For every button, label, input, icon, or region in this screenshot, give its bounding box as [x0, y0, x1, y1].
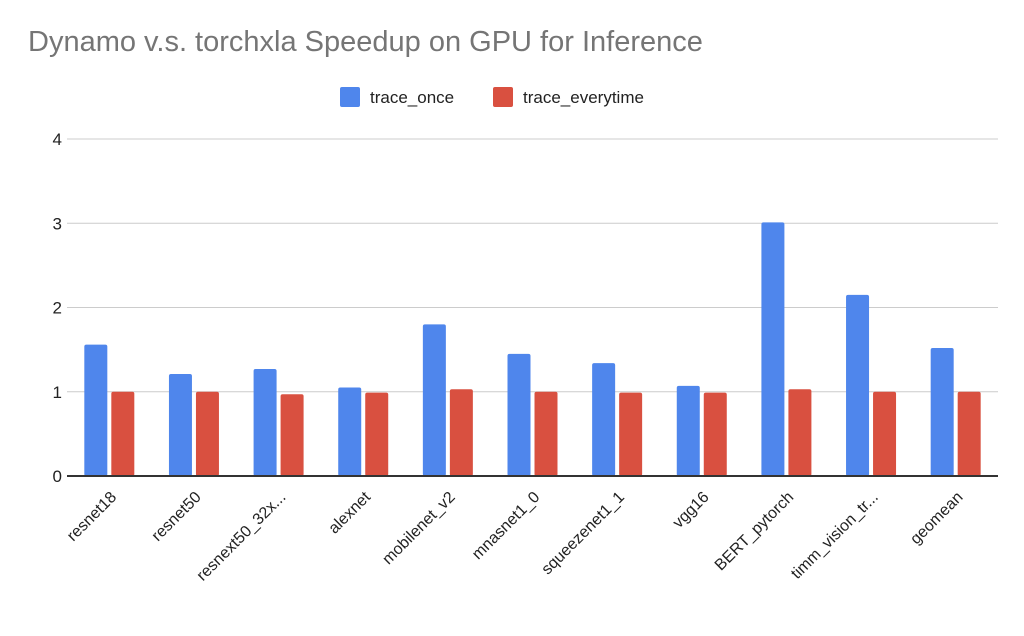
chart-title: Dynamo v.s. torchxla Speedup on GPU for … [28, 26, 703, 58]
bar-trace_everytime [788, 389, 812, 476]
y-tick-label: 1 [53, 383, 62, 402]
legend-label-trace_everytime: trace_everytime [523, 88, 644, 107]
x-tick-label: mobilenet_v2 [379, 489, 458, 568]
x-tick-label: squeezenet1_1 [539, 489, 628, 578]
x-tick-label: alexnet [326, 488, 375, 537]
bar-trace_everytime [365, 392, 389, 476]
bar-trace_everytime [449, 389, 473, 476]
bar-trace_once [338, 387, 362, 476]
x-tick-label: resnet18 [64, 489, 120, 545]
bar-trace_once [422, 324, 446, 476]
bar-trace_everytime [534, 391, 558, 476]
bar-trace_once [168, 374, 192, 476]
legend-swatch-trace_everytime [493, 87, 513, 107]
y-tick-label: 2 [53, 299, 62, 318]
legend-swatch-trace_once [340, 87, 360, 107]
x-tick-label: mnasnet1_0 [469, 489, 543, 563]
bar-trace_everytime [280, 394, 304, 476]
bar-trace_once [761, 222, 785, 476]
y-tick-label: 4 [53, 130, 62, 149]
x-tick-label: timm_vision_tr... [788, 489, 882, 583]
bar-trace_once [84, 344, 108, 476]
y-tick-label: 3 [53, 214, 62, 233]
bar-trace_once [592, 363, 616, 476]
x-tick-label: BERT_pytorch [712, 489, 797, 574]
bar-trace_once [930, 347, 954, 476]
bar-trace_once [676, 385, 700, 476]
bar-trace_everytime [111, 391, 135, 476]
bar-trace_everytime [957, 391, 981, 476]
x-tick-label: resnet50 [149, 489, 205, 545]
x-tick-label: geomean [907, 489, 966, 548]
bar-trace_everytime [703, 392, 727, 476]
x-tick-label: resnext50_32x... [194, 489, 290, 585]
bar-trace_once [507, 353, 531, 476]
legend-label-trace_once: trace_once [370, 88, 454, 107]
x-tick-label: vgg16 [670, 489, 713, 532]
bar-trace_once [253, 369, 277, 476]
bar-trace_everytime [195, 391, 219, 476]
bar-trace_once [846, 294, 870, 476]
bar-trace_everytime [619, 392, 643, 476]
bar-trace_everytime [873, 391, 897, 476]
y-tick-label: 0 [53, 467, 62, 486]
